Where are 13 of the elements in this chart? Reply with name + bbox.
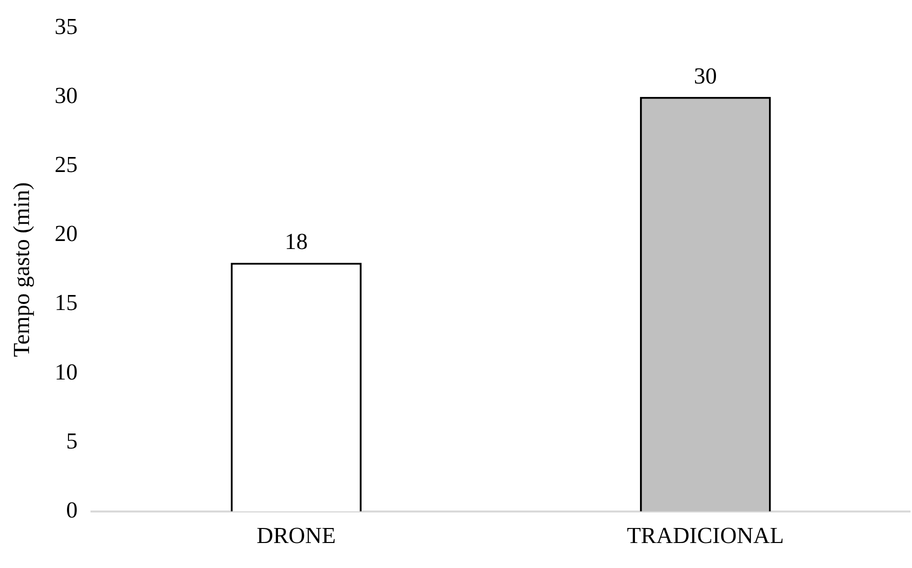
y-tick-label: 5 [66,428,78,454]
y-tick-label: 15 [54,290,78,316]
data-label: 18 [284,229,308,254]
y-tick-label: 0 [66,497,78,522]
y-tick-label: 20 [54,221,78,246]
y-tick-label: 10 [54,359,78,384]
x-tick-label: TRADICIONAL [626,523,784,548]
x-tick-label: DRONE [256,523,336,548]
data-label: 30 [694,63,717,88]
y-tick-label: 35 [54,14,78,39]
y-axis-title: Tempo gasto (min) [8,182,34,357]
y-tick-label: 30 [54,82,78,108]
y-tick-label: 25 [54,152,78,178]
